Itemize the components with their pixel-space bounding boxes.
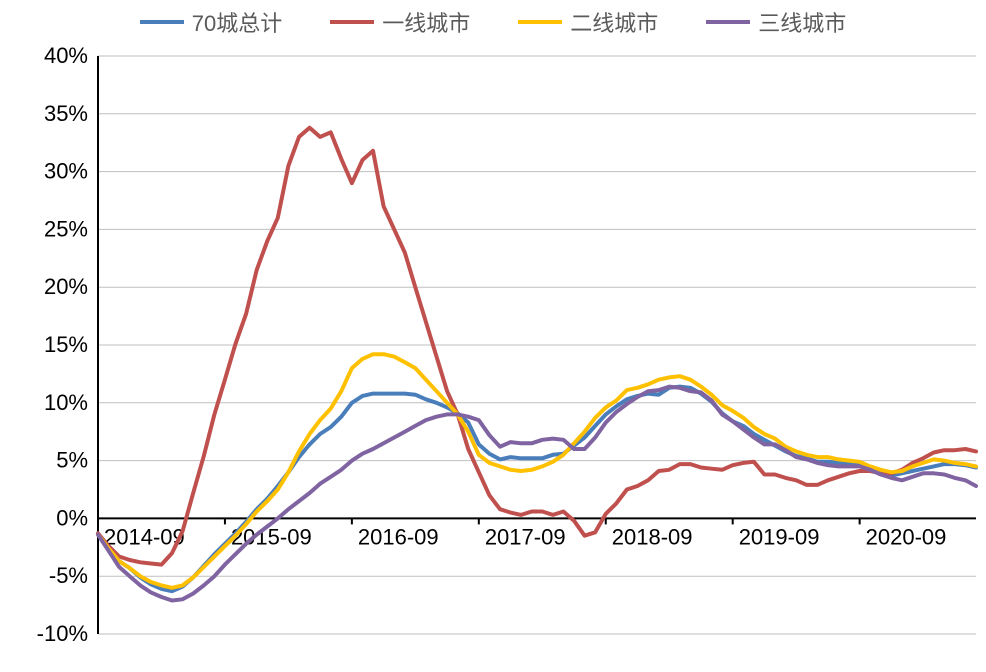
y-tick-label: 20% — [44, 274, 88, 299]
x-tick-label: 2018-09 — [612, 524, 693, 549]
series-line — [98, 128, 976, 565]
x-tick-label: 2016-09 — [358, 524, 439, 549]
y-tick-label: 30% — [44, 159, 88, 184]
series-line — [98, 387, 976, 601]
y-tick-label: 0% — [56, 505, 88, 530]
y-tick-label: 40% — [44, 43, 88, 68]
y-tick-label: 5% — [56, 448, 88, 473]
series-line — [98, 354, 976, 588]
y-tick-label: 25% — [44, 216, 88, 241]
x-tick-label: 2014-09 — [104, 524, 185, 549]
y-tick-label: 15% — [44, 332, 88, 357]
y-tick-label: 35% — [44, 101, 88, 126]
x-tick-label: 2019-09 — [739, 524, 820, 549]
plot-svg: -10% -5% 0% 5% 10% 15% 20% 25% 30% 35% 40% 2014-09 2… — [0, 0, 986, 672]
y-tick-label: 10% — [44, 390, 88, 415]
y-tick-label: -10% — [37, 621, 88, 646]
x-tick-label: 2017-09 — [485, 524, 566, 549]
y-tick-label: -5% — [49, 563, 88, 588]
x-tick-label: 2020-09 — [866, 524, 947, 549]
city-price-chart: 70城总计 一线城市 二线城市 三线城市 -10%-5%0%5%10%15%20… — [0, 0, 986, 672]
